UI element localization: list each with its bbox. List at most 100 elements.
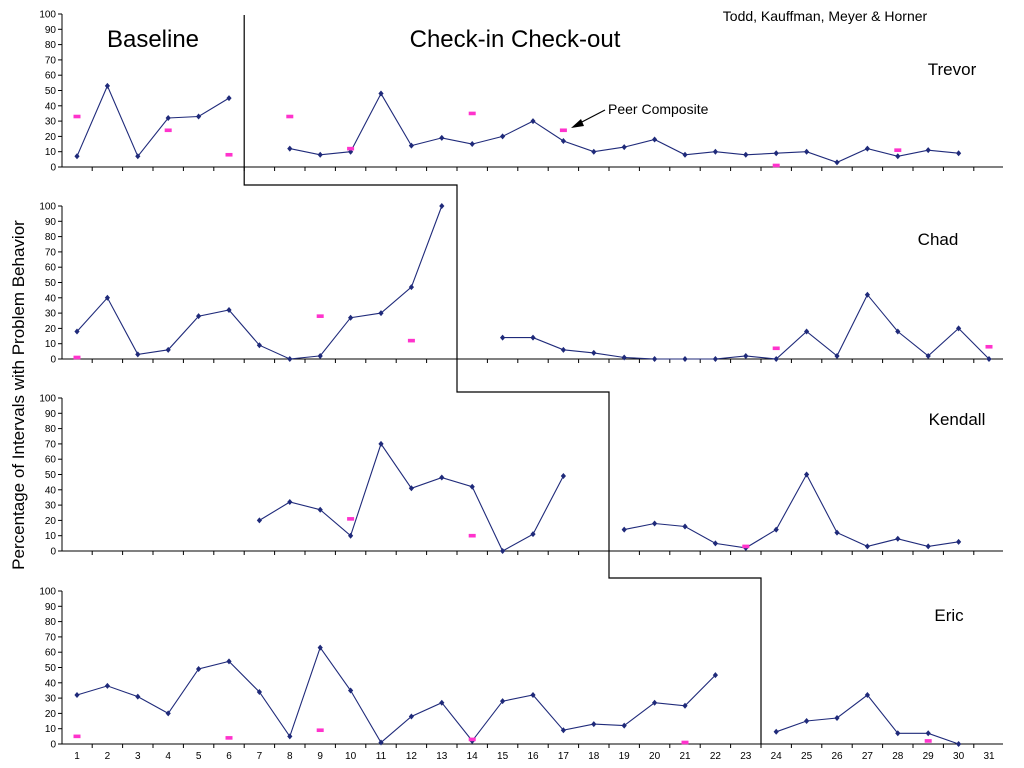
data-point xyxy=(165,115,171,122)
x-tick-label: 13 xyxy=(436,751,448,762)
peer-composite-point xyxy=(164,128,172,133)
y-tick-label: 100 xyxy=(39,202,56,213)
x-tick-label: 28 xyxy=(892,751,904,762)
data-point xyxy=(287,356,293,362)
data-point xyxy=(196,666,202,673)
data-point xyxy=(348,532,354,539)
panel-name-trevor: Trevor xyxy=(928,60,977,79)
data-point xyxy=(895,535,901,542)
data-point xyxy=(500,133,506,140)
data-point xyxy=(530,531,536,538)
annotation-arrow-head xyxy=(571,119,584,128)
panel-name-chad: Chad xyxy=(918,230,959,249)
peer-composite-point xyxy=(924,739,932,743)
series-line-1 xyxy=(76,646,716,744)
data-point xyxy=(956,150,962,157)
data-point xyxy=(226,95,232,102)
data-point xyxy=(317,644,323,651)
data-point xyxy=(986,356,992,362)
data-point xyxy=(712,356,718,362)
y-tick-label: 90 xyxy=(45,25,57,36)
data-point xyxy=(682,151,688,158)
x-tick-label: 30 xyxy=(953,751,965,762)
peer-composite-point xyxy=(73,355,81,360)
peer-composite-point xyxy=(468,737,476,742)
data-point xyxy=(530,334,536,341)
data-point xyxy=(804,328,810,335)
data-point xyxy=(834,352,840,359)
data-point xyxy=(74,328,80,335)
data-point xyxy=(712,540,718,547)
y-tick-label: 40 xyxy=(45,485,57,496)
y-tick-label: 100 xyxy=(39,10,56,21)
data-point xyxy=(500,698,506,705)
data-point xyxy=(256,688,262,695)
x-tick-label: 7 xyxy=(257,751,263,762)
phase-label-baseline: Baseline xyxy=(107,26,199,53)
data-point xyxy=(773,526,779,533)
data-point xyxy=(652,136,658,143)
panel-name-kendall: Kendall xyxy=(929,410,986,429)
x-tick-label: 31 xyxy=(983,751,995,762)
data-point xyxy=(378,739,384,746)
data-point xyxy=(348,314,354,321)
y-tick-label: 100 xyxy=(39,394,56,405)
data-point xyxy=(895,730,901,737)
data-point xyxy=(864,145,870,152)
data-point xyxy=(743,151,749,158)
data-point xyxy=(956,741,962,747)
panel-kendall: 0 10 20 30 40 50 60 70 80 90 100 Kendall xyxy=(39,394,1003,558)
panel-trevor: 0 10 20 30 40 50 60 70 80 90 100 Trevor xyxy=(39,10,1003,174)
x-tick-label: 23 xyxy=(740,751,752,762)
y-tick-label: 30 xyxy=(45,694,57,705)
y-tick-label: 100 xyxy=(39,587,56,598)
data-point xyxy=(621,144,627,151)
data-point xyxy=(469,483,475,490)
data-point xyxy=(804,718,810,725)
data-point xyxy=(712,672,718,679)
data-point xyxy=(287,733,293,740)
data-point xyxy=(925,730,931,737)
peer-composite-point xyxy=(347,517,355,521)
data-point xyxy=(439,699,445,706)
x-tick-label: 5 xyxy=(196,751,202,762)
series-line-1 xyxy=(259,442,564,552)
peer-composite-point xyxy=(468,533,476,538)
data-point xyxy=(104,294,110,301)
peer-composite-point xyxy=(681,740,689,745)
data-point xyxy=(135,153,141,160)
y-tick-label: 70 xyxy=(45,439,57,450)
phase-change-line xyxy=(243,15,762,744)
data-point xyxy=(560,137,566,144)
data-point xyxy=(226,658,232,665)
y-tick-label: 80 xyxy=(45,617,57,628)
phase-change-layer xyxy=(243,15,762,744)
data-point xyxy=(348,148,354,155)
y-tick-label: 50 xyxy=(45,278,57,289)
y-tick-label: 60 xyxy=(45,648,57,659)
x-tick-label: 21 xyxy=(679,751,691,762)
y-tick-label: 80 xyxy=(45,424,57,435)
panels-layer: 0102030405060708090100Trevor010203040506… xyxy=(39,10,1003,762)
data-point xyxy=(530,118,536,125)
x-tick-label: 15 xyxy=(497,751,509,762)
y-tick-label: 60 xyxy=(45,455,57,466)
y-tick-label: 20 xyxy=(45,516,57,527)
y-tick-label: 30 xyxy=(45,501,57,512)
peer-composite-point xyxy=(286,114,294,119)
peer-composite-point xyxy=(559,128,567,133)
data-point xyxy=(500,334,506,341)
data-point xyxy=(864,692,870,699)
data-point xyxy=(591,349,597,356)
panel-chad: 0 10 20 30 40 50 60 70 80 90 100 Chad xyxy=(39,202,1003,366)
series-line-1 xyxy=(76,205,443,360)
data-point xyxy=(621,526,627,533)
y-tick-label: 0 xyxy=(50,740,56,751)
author-credit: Todd, Kauffman, Meyer & Horner xyxy=(723,8,928,24)
y-tick-label: 10 xyxy=(45,147,57,158)
data-point xyxy=(135,351,141,358)
data-point xyxy=(591,721,597,728)
peer-composite-point xyxy=(742,544,750,549)
x-tick-label: 10 xyxy=(345,751,357,762)
x-tick-label: 11 xyxy=(376,751,387,762)
